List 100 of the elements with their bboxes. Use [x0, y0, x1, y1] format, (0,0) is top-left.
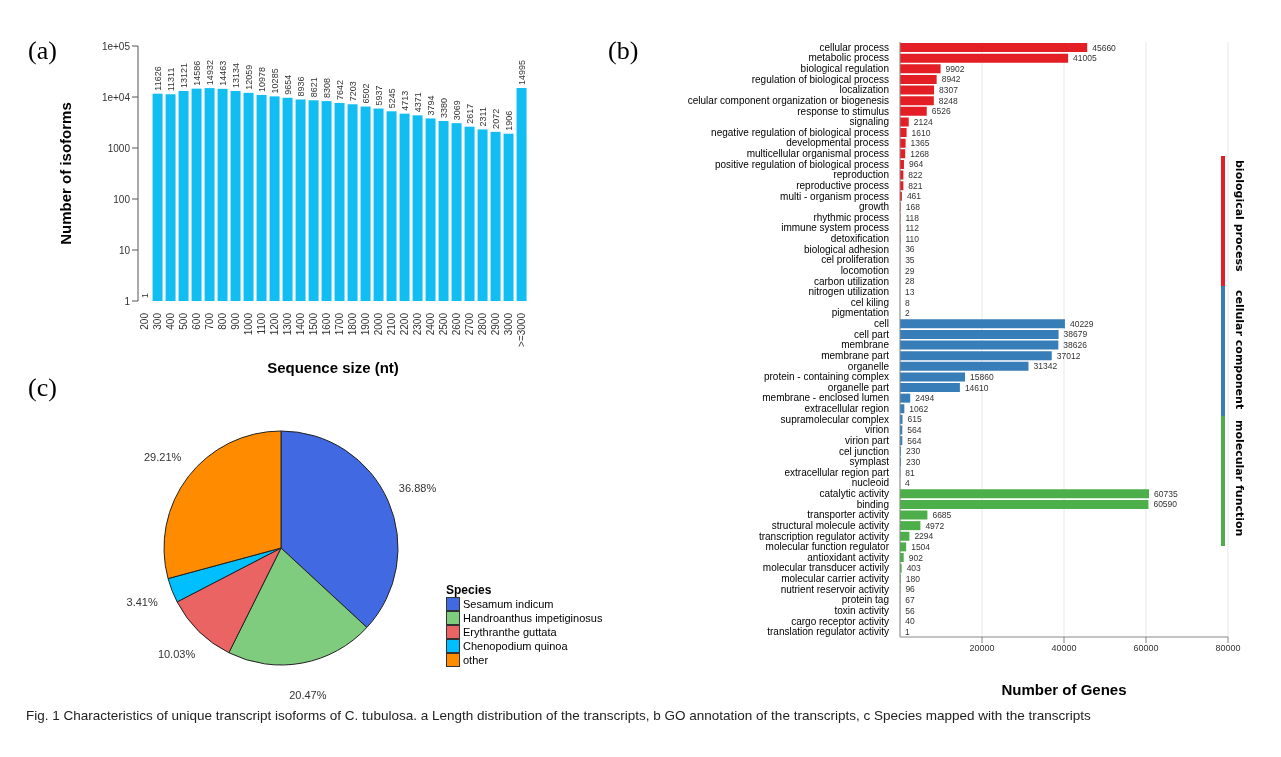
y-tick-label: structural molecule activity — [771, 519, 889, 531]
y-tick-label: locomotion — [840, 264, 889, 276]
y-tick-label: localization — [839, 84, 889, 96]
data-label: 821 — [908, 180, 923, 191]
data-label: 11311 — [165, 67, 176, 92]
data-label: 67 — [905, 595, 915, 605]
data-label: 29.21% — [144, 451, 182, 464]
y-tick-label: catalytic activity — [819, 488, 889, 500]
y-tick-label: detoxification — [830, 233, 889, 245]
y-tick-label: growth — [858, 201, 889, 213]
data-label: 1062 — [909, 403, 929, 414]
data-label: 60735 — [1154, 488, 1178, 499]
data-label: 7642 — [334, 79, 345, 100]
y-tick-label: signaling — [849, 116, 889, 128]
data-label: 168 — [905, 201, 921, 212]
data-label: 9654 — [282, 74, 293, 95]
y-tick-label: nutrient reservoir activity — [780, 583, 889, 595]
y-tick-label: antioxidant activity — [807, 551, 889, 563]
data-label: 10978 — [256, 66, 267, 92]
y-tick-label: translation regulator activity — [767, 626, 889, 638]
x-tick-label: 1300 — [282, 312, 293, 336]
y-tick-label: carbon utilization — [813, 275, 889, 287]
y-tick-label: metabolic process — [808, 52, 889, 64]
y-tick-label: cell part — [853, 328, 890, 340]
y-tick-label: binding — [856, 498, 889, 510]
data-label: 403 — [906, 563, 922, 574]
y-tick-label: regulation of biological process — [751, 73, 889, 85]
y-tick-label: organelle — [847, 360, 890, 372]
y-tick-label: reproduction — [833, 169, 889, 181]
legend-label: Handroanthus impetiginosus — [462, 611, 603, 625]
data-label: 6685 — [932, 510, 952, 520]
legend-title: Species — [446, 583, 493, 597]
data-label: 6526 — [931, 106, 951, 117]
data-label: 4 — [905, 478, 911, 489]
x-tick-label: 20000 — [969, 643, 995, 654]
y-tick-label: biological regulation — [800, 63, 889, 75]
x-tick-label: 2700 — [464, 312, 475, 336]
data-label: 230 — [905, 456, 921, 467]
y-tick-label: nitrogen utilization — [808, 286, 889, 298]
data-label: 2072 — [490, 108, 501, 129]
x-tick-label: 1600 — [321, 312, 332, 336]
data-label: 2 — [905, 308, 911, 319]
y-tick-label: celular component organization or biogenesis — [687, 94, 889, 106]
legend-label: Chenopodium quinoa — [462, 639, 569, 653]
y-tick-label: transcription regulator activity — [758, 530, 889, 542]
data-label: 4972 — [925, 520, 945, 531]
caption: Fig. 1 Characteristics of unique transcript isoforms of C. tubulosa. a Length distribution of the transcripts, b GO annotation of the transcripts, c Species mapped with the transcripts — [26, 708, 1092, 723]
data-label: 14932 — [204, 60, 215, 86]
data-label: 2494 — [915, 393, 935, 404]
chart-title: (a) — [28, 36, 57, 66]
y-tick-label: cel junction — [838, 445, 889, 457]
data-label: 20.47% — [289, 688, 327, 701]
data-label: 38626 — [1063, 340, 1088, 350]
x-tick-label: 1500 — [308, 312, 319, 336]
data-label: 822 — [908, 170, 923, 180]
y-tick-label: protein - containing complex — [763, 371, 889, 383]
data-label: 1906 — [503, 110, 514, 131]
x-tick-label: 1200 — [269, 312, 280, 336]
data-label: 2294 — [914, 531, 934, 542]
text: molecular function — [1233, 419, 1246, 537]
text: (b) — [608, 36, 639, 66]
y-tick-label: molecular transducer activily — [762, 562, 889, 574]
y-tick-label: multicellular organismal process — [746, 148, 889, 160]
y-tick-label: positive regulation of biological process — [715, 158, 889, 170]
data-label: 3069 — [451, 100, 462, 121]
data-label: 14586 — [191, 60, 202, 86]
data-label: 37012 — [1056, 350, 1081, 361]
data-label: 2124 — [913, 116, 933, 127]
data-label: 8936 — [295, 76, 306, 97]
y-tick-label: membrane part — [821, 349, 890, 361]
x-tick-label: 2600 — [451, 312, 462, 336]
data-label: 4371 — [412, 92, 423, 113]
x-tick-label: 300 — [152, 312, 163, 330]
y-tick-label: cargo receptor activity — [791, 615, 889, 627]
data-label: 8 — [905, 297, 911, 308]
data-label: 8308 — [321, 78, 332, 99]
y-tick-label: toxin activity — [834, 604, 889, 616]
x-tick-label: 2300 — [412, 312, 423, 336]
y-tick-label: organelle part — [827, 381, 890, 393]
data-label: 3380 — [438, 97, 449, 119]
data-label: 12059 — [243, 64, 254, 90]
data-label: 564 — [907, 425, 922, 435]
y-tick-label: 100 — [113, 193, 131, 205]
y-tick-label: cell — [873, 318, 889, 330]
x-tick-label: 600 — [191, 312, 202, 330]
data-label: 461 — [906, 191, 922, 202]
data-label: 10285 — [269, 68, 280, 94]
x-tick-label: 1700 — [334, 312, 345, 336]
data-label: 3.41% — [126, 596, 158, 609]
y-tick-label: 1e+05 — [101, 40, 131, 52]
data-label: 36.88% — [398, 482, 437, 495]
y-tick-label: membrane - enclosed lumen — [762, 392, 889, 404]
x-tick-label: 900 — [230, 312, 241, 330]
y-tick-label: 1000 — [107, 142, 131, 154]
y-tick-label: rhythmic process — [813, 211, 889, 223]
y-tick-label: cel kiling — [850, 296, 889, 308]
data-label: 1 — [139, 292, 150, 298]
data-label: 1 — [905, 626, 910, 637]
data-label: 2617 — [464, 103, 475, 124]
x-tick-label: 2000 — [373, 312, 384, 336]
